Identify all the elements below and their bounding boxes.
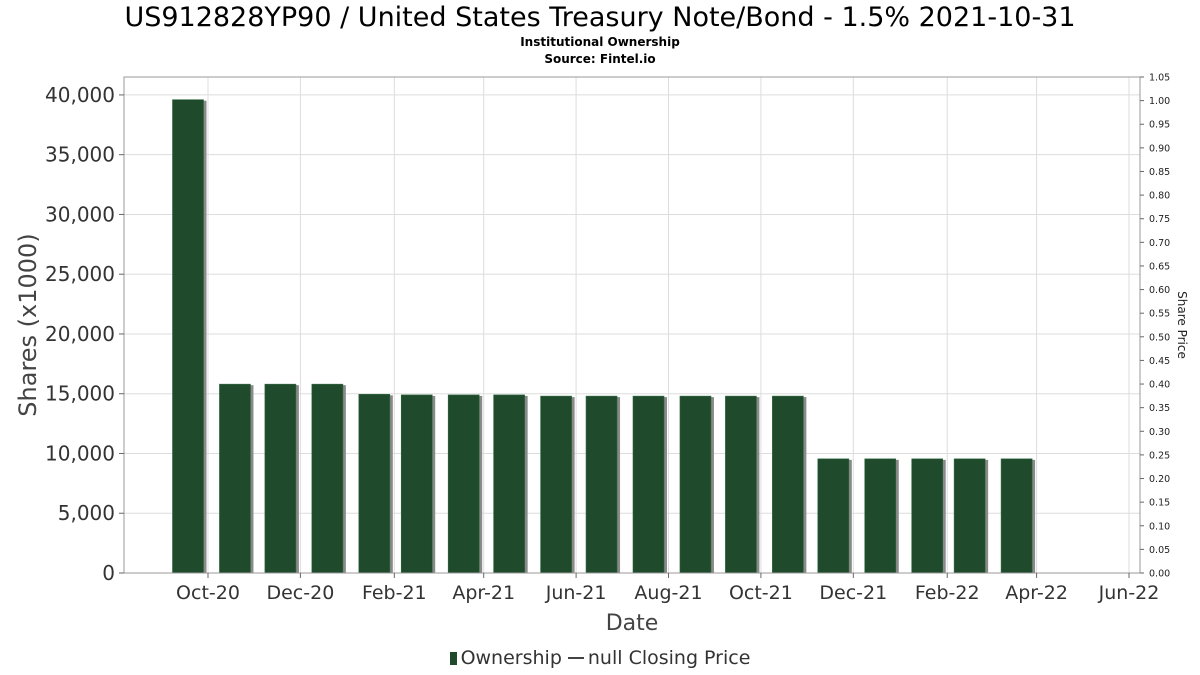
- y2-tick-label: 0.75: [1149, 214, 1170, 225]
- y2-tick-label: 0.80: [1149, 191, 1170, 202]
- ownership-legend-label: Ownership: [460, 647, 562, 669]
- y2-tick-label: 0.25: [1149, 450, 1170, 461]
- y2-tick-label: 0.05: [1149, 545, 1170, 556]
- x-tick-label: Oct-21: [729, 582, 793, 604]
- y-tick-label: 20,000: [45, 322, 115, 346]
- ownership-bar: [311, 383, 344, 574]
- y2-tick-label: 0.65: [1149, 261, 1170, 272]
- y2-tick-label: 0.30: [1149, 427, 1170, 438]
- x-tick-label: Feb-21: [362, 582, 427, 604]
- chart-subtitle: Institutional Ownership: [520, 35, 680, 49]
- x-tick-label: Aug-21: [634, 582, 702, 604]
- y2-tick-label: 0.20: [1149, 474, 1170, 485]
- x-tick-label: Dec-20: [266, 582, 334, 604]
- ownership-bar: [493, 394, 525, 574]
- y-tick-label: 5,000: [58, 501, 115, 525]
- y-tick-label: 10,000: [45, 441, 115, 465]
- x-axis-label: Date: [606, 611, 659, 636]
- y2-tick-label: 0.40: [1149, 380, 1170, 391]
- grid-lines: [124, 77, 1140, 574]
- y2-tick-label: 0.90: [1149, 143, 1170, 154]
- y2-tick-label: 0.50: [1149, 332, 1170, 343]
- y2-tick-label: 0.70: [1149, 238, 1170, 249]
- ownership-bar: [447, 394, 480, 574]
- ownership-bar: [911, 458, 944, 574]
- ownership-bar: [953, 458, 986, 574]
- y-tick-label: 0: [102, 561, 115, 585]
- plot-frame: [123, 76, 1141, 574]
- y-axis-label: Shares (x1000): [14, 233, 42, 416]
- x-tick-label: Jun-22: [1098, 582, 1160, 604]
- ownership-bar: [358, 394, 391, 574]
- ownership-bar: [1000, 458, 1033, 574]
- ownership-bar: [585, 395, 618, 574]
- ownership-bar: [219, 383, 251, 574]
- x-tick-label: Jun-21: [545, 582, 607, 604]
- ownership-bar: [540, 395, 572, 574]
- x-tick-label: Apr-22: [1005, 582, 1068, 604]
- x-tick-label: Apr-21: [452, 582, 515, 604]
- ownership-bar: [679, 395, 712, 574]
- chart-title: US912828YP90 / United States Treasury No…: [124, 2, 1076, 33]
- y2-tick-label: 0.45: [1149, 356, 1170, 367]
- y2-tick-label: 0.60: [1149, 285, 1170, 296]
- y2-tick-label: 0.95: [1149, 120, 1170, 131]
- legend: Ownership null Closing Price: [0, 647, 1200, 669]
- y2-tick-label: 0.35: [1149, 403, 1170, 414]
- y-tick-label: 40,000: [45, 83, 115, 107]
- x-tick-label: Feb-22: [915, 582, 980, 604]
- y-tick-label: 15,000: [45, 382, 115, 406]
- y2-tick-label: 0.00: [1149, 569, 1170, 580]
- ownership-bar: [172, 99, 204, 574]
- y2-tick-label: 1.00: [1149, 96, 1170, 107]
- y2-tick-label: 0.10: [1149, 521, 1170, 532]
- ownership-bar: [864, 458, 897, 574]
- ownership-bar: [400, 394, 433, 574]
- y2-tick-label: 0.55: [1149, 309, 1170, 320]
- bars-group: [172, 99, 1036, 574]
- y-tick-label: 30,000: [45, 202, 115, 226]
- x-tick-label: Oct-20: [176, 582, 240, 604]
- y-tick-label: 25,000: [45, 262, 115, 286]
- price-legend-line: [567, 657, 584, 659]
- y2-axis-label: Share Price: [1175, 291, 1189, 359]
- ownership-bar: [264, 383, 297, 574]
- ownership-legend-swatch: [449, 652, 457, 665]
- y2-tick-label: 0.85: [1149, 167, 1170, 178]
- axes-group: 0 5,000 10,000 15,000 20,000 25,000 30,000 35,0…: [45, 73, 1170, 605]
- ownership-bar: [772, 395, 804, 574]
- ownership-bar: [632, 395, 665, 574]
- y2-tick-label: 1.05: [1149, 73, 1170, 84]
- ownership-bar: [817, 458, 850, 574]
- ownership-bar: [725, 395, 757, 574]
- price-legend-label: null Closing Price: [587, 647, 751, 669]
- x-tick-label: Dec-21: [819, 582, 887, 604]
- y2-tick-label: 0.15: [1149, 498, 1170, 509]
- chart-source: Source: Fintel.io: [544, 52, 656, 66]
- y-tick-label: 35,000: [45, 143, 115, 167]
